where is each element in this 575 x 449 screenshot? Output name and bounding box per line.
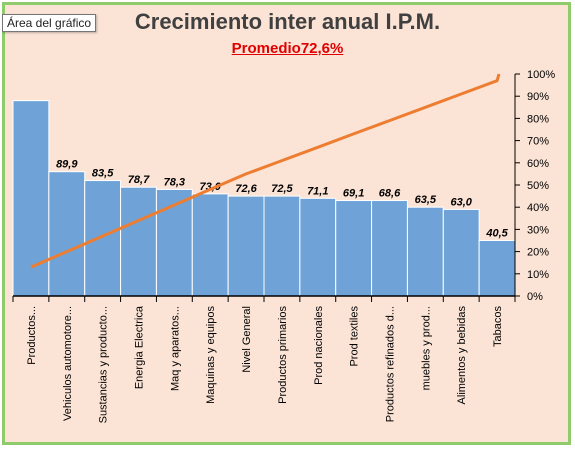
data-label: 89,9 [56,159,78,171]
data-label: 78,3 [164,176,185,188]
bar [406,206,444,297]
data-label: 72,5 [271,183,293,195]
bar [335,200,373,297]
bar [478,240,516,297]
bar [263,195,301,297]
y2-tick-label: 90% [527,91,549,103]
chart-area-tooltip: Área del gráfico [2,14,97,32]
category-label: Productos refinados d... [385,306,397,422]
category-label: Nivel General [241,306,253,373]
data-label: 71,1 [307,185,328,197]
category-label: Alimentos y bebidas [456,306,468,405]
data-label: 83,5 [92,168,114,180]
category-label: Prod nacionales [313,306,325,385]
y2-tick-label: 20% [527,247,549,259]
category-label: Tabacos [492,306,504,347]
bar [299,197,337,297]
bar [120,186,157,297]
data-label: 73,0 [200,181,222,193]
category-label: Productos primarios [277,306,289,404]
chart-title: Crecimiento inter anual I.P.M. [134,9,441,34]
category-label: Maquinas y equipos [205,306,217,404]
category-label: Energia Electrica [134,305,146,389]
y2-tick-label: 60% [527,158,549,170]
data-label: 78,7 [128,174,150,186]
y2-tick-label: 100% [527,69,555,81]
category-label: Sustancias y producto... [98,306,110,423]
y2-tick-label: 10% [527,269,549,281]
category-label: Vehiculos automotore... [62,306,74,421]
bar [84,180,122,297]
y2-tick-label: 30% [527,224,549,236]
bar [191,193,229,297]
bar [48,171,86,297]
data-label: 63,0 [451,196,473,208]
y2-tick-label: 80% [527,113,549,125]
bar [371,200,408,297]
y2-tick-label: 70% [527,136,549,148]
y2-tick-label: 50% [527,180,549,192]
data-label: 63,5 [415,194,437,206]
category-label: Productos... [26,306,38,365]
category-label: muebles y prod... [420,306,432,390]
bar [442,208,480,297]
data-label: 69,1 [343,188,364,200]
bar [227,195,265,297]
y2-tick-label: 40% [527,202,549,214]
category-label: Maq y aparatos... [169,306,181,391]
chart-subtitle: Promedio72,6% [231,40,344,57]
data-label: 68,6 [379,188,401,200]
y2-tick-label: 0% [527,291,543,303]
cumulative-line [30,73,501,269]
data-label: 40,5 [485,228,508,240]
category-label: Prod textiles [349,306,361,367]
data-label: 72,6 [235,183,257,195]
